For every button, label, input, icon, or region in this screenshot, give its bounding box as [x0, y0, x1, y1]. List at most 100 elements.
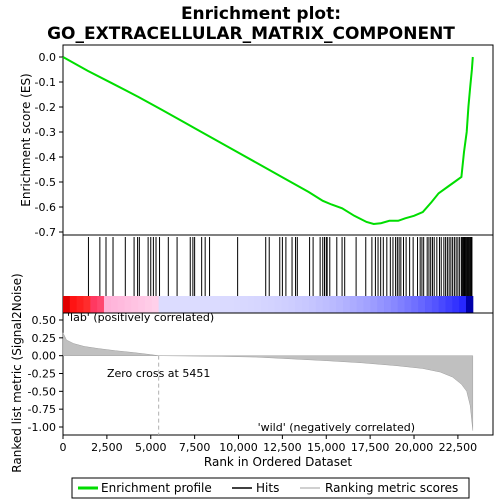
x-tick-label: 10,000	[219, 441, 258, 454]
metric-panel-frame	[62, 312, 494, 436]
metric-y-tick-label: 0.50	[32, 314, 57, 327]
rank-color-segment	[431, 296, 440, 313]
rank-color-segment	[349, 296, 358, 313]
ranking-metric-area	[62, 332, 474, 431]
metric-y-tick-label: 0.00	[32, 350, 57, 363]
rank-color-segment	[172, 296, 180, 313]
rank-color-segment	[213, 296, 221, 313]
metric-y-tick-label: -0.75	[28, 403, 56, 416]
es-y-tick-label: 0.0	[39, 51, 57, 64]
rank-color-segment	[465, 296, 474, 313]
rank-color-segment	[404, 296, 412, 313]
rank-color-segment	[411, 296, 419, 313]
rank-color-segment	[274, 296, 283, 313]
rank-color-segment	[192, 296, 201, 313]
x-tick-label: 2,500	[91, 441, 123, 454]
x-axis-ticks: 0 2,500 5,000 7,500 10,000 12,500 15,000 17,500…	[60, 435, 478, 454]
x-tick-label: 17,500	[351, 441, 390, 454]
es-panel: 0.0 -0.1 -0.2 -0.3 -0.4 -0.5 -0.6 -0.7 Enrichme…	[19, 44, 494, 239]
rank-color-segment	[124, 296, 132, 313]
rank-color-segment	[390, 296, 399, 313]
es-y-tick-label: -0.5	[35, 176, 56, 189]
rank-color-segment	[151, 296, 160, 313]
es-y-tick-label: -0.3	[35, 126, 56, 139]
rank-color-segment	[97, 296, 105, 313]
rank-color-segment	[69, 296, 78, 313]
hits-panel	[62, 234, 494, 314]
rank-color-segment	[336, 296, 344, 313]
negative-correlation-label: 'wild' (negatively correlated)	[258, 421, 415, 434]
x-axis-label: Rank in Ordered Dataset	[204, 455, 352, 469]
legend-label-hits: Hits	[256, 481, 279, 495]
rank-color-segment	[117, 296, 125, 313]
rank-color-segment	[343, 296, 351, 313]
x-tick-label: 12,500	[263, 441, 302, 454]
es-y-tick-label: -0.1	[35, 76, 56, 89]
metric-y-ticks: 0.50 0.25 0.00 -0.25 -0.50 -0.75 -1.00	[28, 314, 63, 434]
rank-color-segment	[445, 296, 453, 313]
es-y-tick-label: -0.2	[35, 101, 56, 114]
metric-y-tick-label: -1.00	[28, 421, 56, 434]
rank-color-segment	[254, 296, 262, 313]
es-panel-frame	[62, 44, 494, 236]
rank-color-segment	[138, 296, 146, 313]
rank-color-segment	[240, 296, 248, 313]
rank-color-segment	[247, 296, 255, 313]
rank-color-segment	[110, 296, 119, 313]
rank-color-segment	[233, 296, 242, 313]
chart-title-line1: Enrichment plot:	[181, 4, 341, 24]
rank-color-segment	[459, 296, 467, 313]
rank-color-segment	[158, 296, 166, 313]
rank-color-segment	[90, 296, 98, 313]
rank-color-segment	[281, 296, 289, 313]
rank-color-segment	[185, 296, 194, 313]
rank-color-segment	[308, 296, 317, 313]
rank-color-segment	[370, 296, 378, 313]
x-tick-label: 20,000	[395, 441, 434, 454]
rank-color-segment	[226, 296, 235, 313]
rank-color-segment	[76, 296, 84, 313]
rank-color-segment	[131, 296, 139, 313]
rank-color-segment	[438, 296, 446, 313]
rank-color-segment	[418, 296, 426, 313]
rank-color-segment	[206, 296, 214, 313]
rank-color-segment	[295, 296, 303, 313]
rank-color-segment	[377, 296, 385, 313]
metric-panel: 0.50 0.25 0.00 -0.25 -0.50 -0.75 -1.00 Zero cr…	[10, 273, 494, 473]
rank-color-segment	[397, 296, 406, 313]
rank-color-segment	[144, 296, 153, 313]
es-y-ticks: 0.0 -0.1 -0.2 -0.3 -0.4 -0.5 -0.6 -0.7	[35, 51, 63, 239]
zero-cross-label: Zero cross at 5451	[107, 367, 210, 380]
x-tick-label: 22,500	[439, 441, 478, 454]
es-y-tick-label: -0.6	[35, 201, 56, 214]
chart-title-line2: GO_EXTRACELLULAR_MATRIX_COMPONENT	[47, 24, 455, 44]
rank-color-bar	[63, 296, 474, 313]
rank-color-segment	[288, 296, 296, 313]
es-y-tick-label: -0.7	[35, 226, 56, 239]
rank-color-segment	[384, 296, 392, 313]
rank-color-segment	[425, 296, 433, 313]
rank-color-segment	[165, 296, 173, 313]
rank-color-segment	[63, 296, 71, 313]
legend-label-enrichment: Enrichment profile	[101, 481, 212, 495]
metric-y-axis-label: Ranked list metric (Signal2Noise)	[10, 273, 24, 472]
rank-color-segment	[315, 296, 324, 313]
metric-y-tick-label: -0.25	[28, 368, 56, 381]
x-tick-label: 7,500	[179, 441, 211, 454]
es-y-axis-label: Enrichment score (ES)	[19, 73, 33, 206]
legend-box	[71, 477, 470, 499]
rank-color-segment	[261, 296, 269, 313]
rank-color-segment	[83, 296, 91, 313]
rank-color-segment	[267, 296, 276, 313]
rank-color-segment	[179, 296, 187, 313]
x-tick-label: 15,000	[307, 441, 346, 454]
rank-color-segment	[322, 296, 330, 313]
metric-y-tick-label: -0.50	[28, 385, 56, 398]
x-tick-label: 0	[60, 441, 67, 454]
positive-correlation-label: 'lab' (positively correlated)	[67, 311, 214, 324]
rank-color-segment	[199, 296, 207, 313]
metric-y-tick-label: 0.25	[32, 332, 57, 345]
rank-color-segment	[302, 296, 310, 313]
legend-label-metric: Ranking metric scores	[325, 481, 458, 495]
